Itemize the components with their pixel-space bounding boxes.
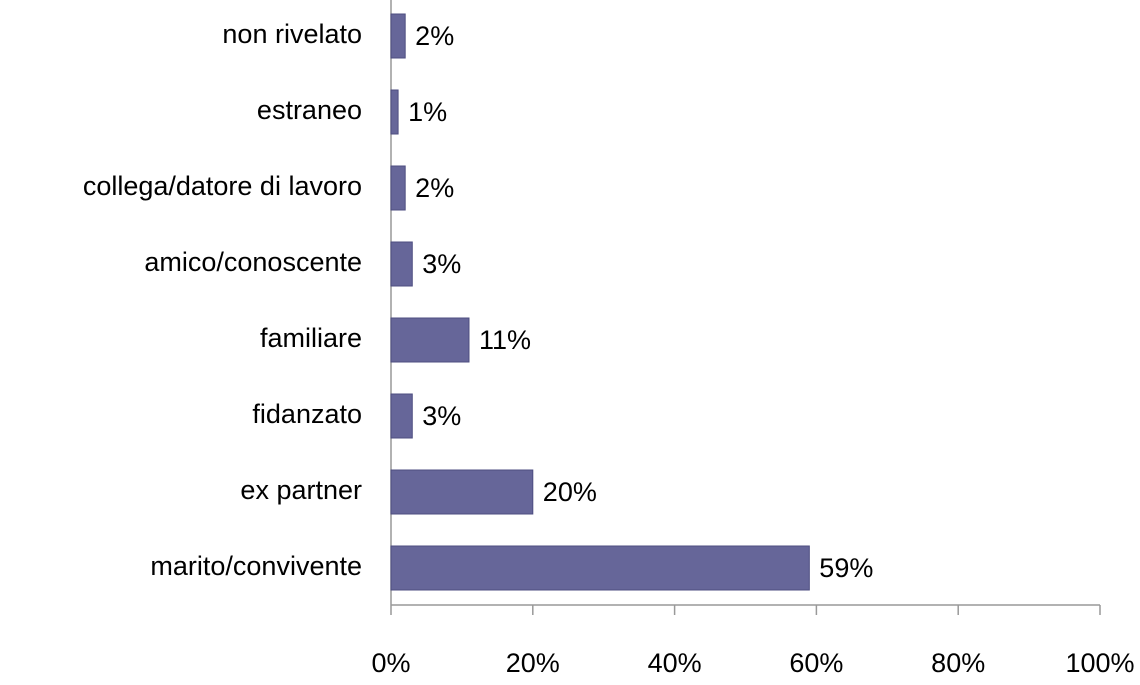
value-label: 59% [819, 553, 873, 583]
value-label: 2% [415, 173, 454, 203]
value-label: 1% [408, 97, 447, 127]
value-label: 3% [422, 249, 461, 279]
value-label: 20% [543, 477, 597, 507]
x-tick-label: 80% [931, 648, 985, 678]
bar [390, 545, 810, 591]
bar [390, 13, 406, 59]
y-tick-label: collega/datore di lavoro [83, 171, 362, 201]
y-tick-label: marito/convivente [150, 551, 362, 581]
x-tick-label: 20% [506, 648, 560, 678]
bar [390, 393, 413, 439]
bar [390, 469, 534, 515]
bar [390, 89, 399, 135]
bar [390, 241, 413, 287]
y-tick-label: fidanzato [252, 399, 362, 429]
x-tick-label: 40% [648, 648, 702, 678]
y-tick-label: non rivelato [222, 19, 362, 49]
value-label: 2% [415, 21, 454, 51]
value-label: 3% [422, 401, 461, 431]
value-label: 11% [479, 325, 531, 355]
x-tick-label: 0% [371, 648, 410, 678]
bar [390, 165, 406, 211]
x-tick-label: 100% [1065, 648, 1134, 678]
y-tick-label: estraneo [257, 95, 362, 125]
bar [390, 317, 470, 363]
y-tick-label: familiare [260, 323, 362, 353]
x-tick-label: 60% [789, 648, 843, 678]
y-tick-label: ex partner [240, 475, 362, 505]
y-tick-label: amico/conoscente [144, 247, 362, 277]
